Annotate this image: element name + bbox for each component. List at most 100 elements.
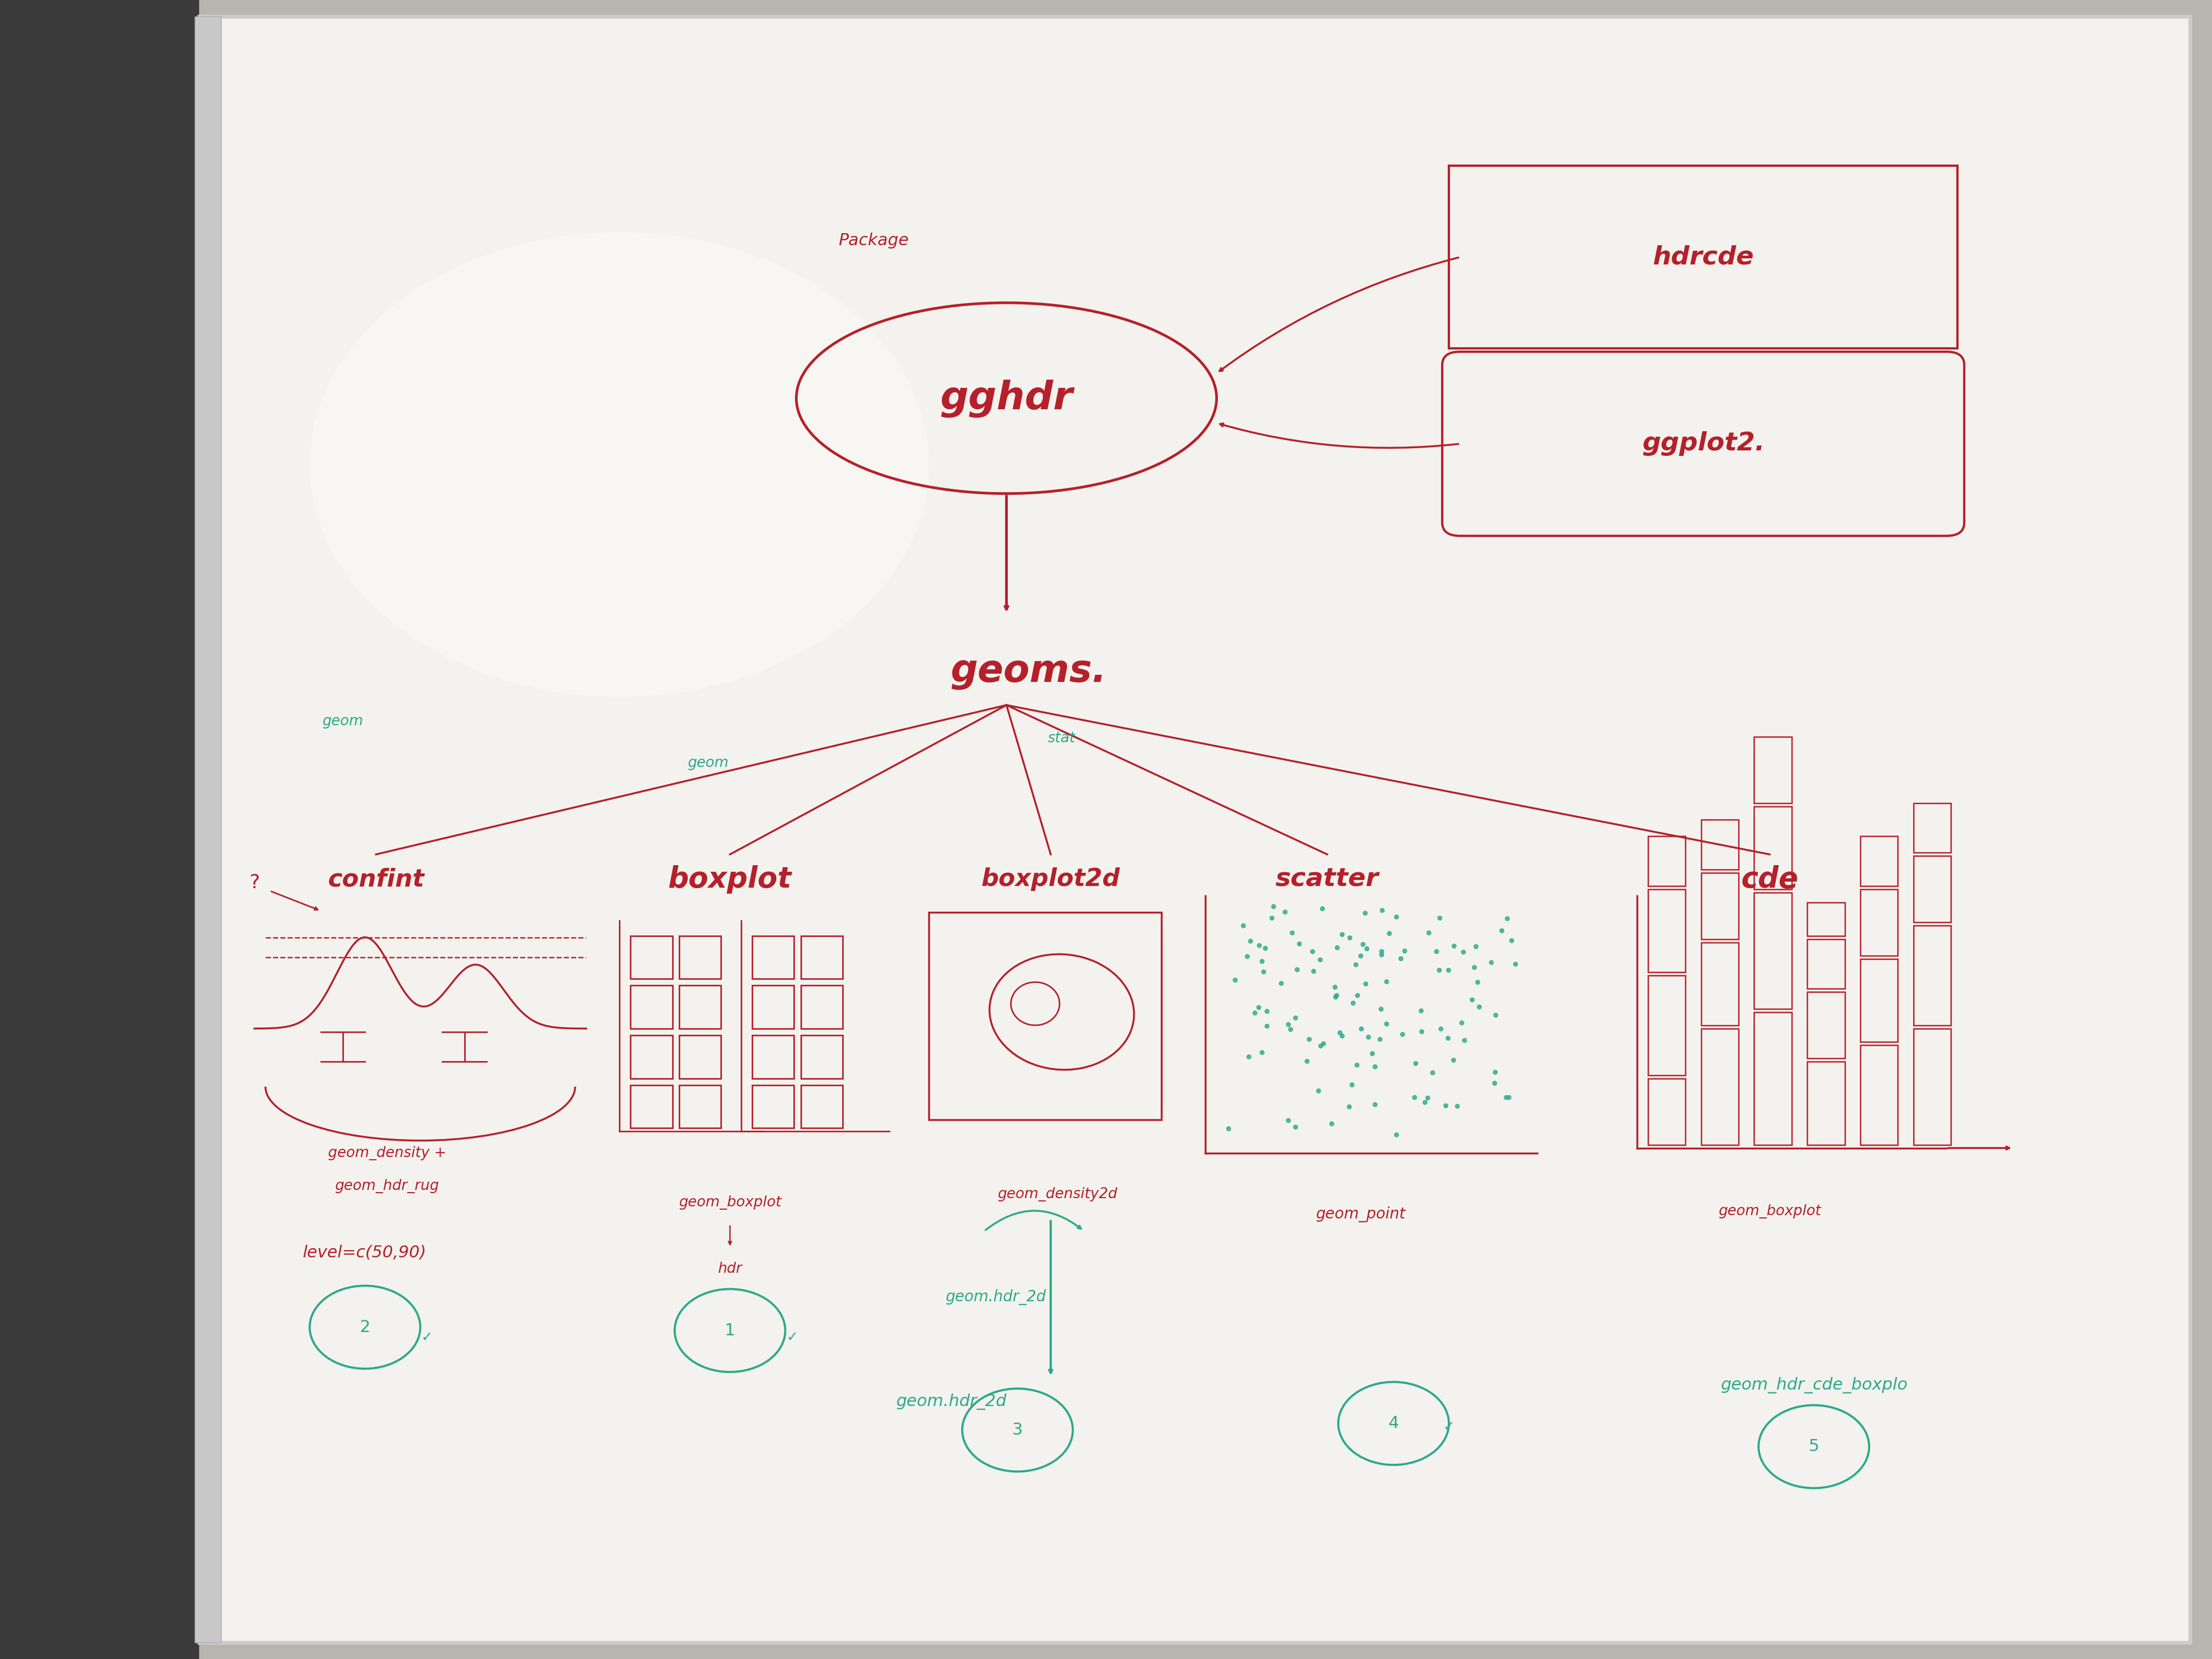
- Bar: [195, 17, 221, 1642]
- Point: [1422, 904, 1458, 931]
- Ellipse shape: [310, 232, 929, 697]
- Point: [1347, 899, 1383, 926]
- Point: [1338, 951, 1374, 977]
- Text: ggplot2.: ggplot2.: [1641, 431, 1765, 456]
- Point: [1478, 1058, 1513, 1085]
- Point: [1478, 1002, 1513, 1029]
- Point: [1270, 1107, 1305, 1133]
- Point: [1402, 997, 1438, 1024]
- Text: stat: stat: [1048, 732, 1075, 745]
- Point: [1396, 1083, 1431, 1110]
- Point: [1334, 1072, 1369, 1098]
- Point: [1371, 919, 1407, 946]
- Point: [1365, 941, 1400, 967]
- Point: [1325, 921, 1360, 947]
- Text: geom_boxplot: geom_boxplot: [1719, 1204, 1820, 1218]
- Text: boxplot: boxplot: [668, 864, 792, 894]
- Text: 5: 5: [1809, 1438, 1818, 1455]
- Text: hdrcde: hdrcde: [1652, 246, 1754, 269]
- Text: geom.hdr_2d: geom.hdr_2d: [896, 1394, 1006, 1410]
- Point: [1358, 1092, 1394, 1118]
- Point: [1245, 959, 1281, 985]
- Text: 2: 2: [361, 1319, 369, 1335]
- Text: geom_boxplot: geom_boxplot: [679, 1196, 781, 1209]
- Point: [1294, 939, 1329, 966]
- Point: [1305, 1030, 1340, 1057]
- Point: [1303, 947, 1338, 974]
- Point: [1363, 1025, 1398, 1052]
- Point: [1296, 957, 1332, 984]
- Point: [1274, 919, 1310, 946]
- Point: [1318, 984, 1354, 1010]
- Point: [1303, 1032, 1338, 1058]
- Point: [1409, 1085, 1444, 1112]
- Point: [1498, 951, 1533, 977]
- Text: hdr: hdr: [717, 1262, 743, 1276]
- Point: [1245, 947, 1281, 974]
- Text: 3: 3: [1013, 1422, 1022, 1438]
- Point: [1411, 919, 1447, 946]
- Point: [1292, 1025, 1327, 1052]
- Point: [1241, 994, 1276, 1020]
- Point: [1305, 896, 1340, 922]
- Text: geom_point: geom_point: [1316, 1206, 1405, 1223]
- Point: [1250, 999, 1285, 1025]
- Point: [1340, 982, 1376, 1009]
- Point: [1365, 937, 1400, 964]
- Point: [1325, 1022, 1360, 1048]
- Text: geom_hdr_cde_boxplo: geom_hdr_cde_boxplo: [1721, 1377, 1907, 1394]
- Point: [1248, 934, 1283, 961]
- Text: Imports: Imports: [1582, 166, 1648, 182]
- Point: [1436, 1047, 1471, 1073]
- Point: [1429, 1025, 1464, 1052]
- FancyBboxPatch shape: [199, 17, 2190, 1642]
- Text: ✓: ✓: [1442, 1420, 1455, 1433]
- Point: [1429, 1092, 1464, 1118]
- Point: [1279, 956, 1314, 982]
- Point: [1343, 1015, 1378, 1042]
- Text: geom_density2d: geom_density2d: [998, 1188, 1117, 1201]
- Point: [1383, 946, 1418, 972]
- Point: [1290, 1048, 1325, 1075]
- Text: geom: geom: [323, 715, 363, 728]
- Point: [1369, 969, 1405, 995]
- Bar: [0, 0, 199, 1659]
- Point: [1314, 1110, 1349, 1136]
- Point: [1347, 971, 1383, 997]
- Point: [1272, 1017, 1307, 1044]
- Point: [1356, 1053, 1391, 1080]
- Point: [1489, 906, 1524, 932]
- Point: [1436, 932, 1471, 959]
- Point: [1365, 896, 1400, 922]
- Point: [1225, 912, 1261, 939]
- Text: Package: Package: [838, 232, 909, 249]
- Point: [1349, 936, 1385, 962]
- Point: [1431, 957, 1467, 984]
- Point: [1478, 1070, 1513, 1097]
- Text: gghdr: gghdr: [940, 380, 1073, 416]
- Point: [1444, 939, 1480, 966]
- Text: cde: cde: [1741, 864, 1798, 894]
- Point: [1263, 971, 1298, 997]
- Point: [1338, 1052, 1374, 1078]
- Point: [1323, 1019, 1358, 1045]
- Point: [1237, 999, 1272, 1025]
- Point: [1407, 1088, 1442, 1115]
- Point: [1332, 924, 1367, 951]
- Point: [1489, 1083, 1524, 1110]
- Point: [1405, 1019, 1440, 1045]
- Point: [1250, 1012, 1285, 1039]
- FancyBboxPatch shape: [1449, 166, 1958, 348]
- Point: [1453, 987, 1489, 1014]
- Point: [1484, 917, 1520, 944]
- Point: [1363, 995, 1398, 1022]
- Point: [1378, 904, 1413, 931]
- Point: [1316, 974, 1352, 1000]
- Text: ?: ?: [250, 873, 259, 893]
- Point: [1332, 1093, 1367, 1120]
- Text: geom.hdr_2d: geom.hdr_2d: [945, 1289, 1046, 1306]
- Point: [1345, 931, 1380, 957]
- Point: [1241, 932, 1276, 959]
- Point: [1493, 927, 1528, 954]
- Text: scatter: scatter: [1276, 868, 1378, 891]
